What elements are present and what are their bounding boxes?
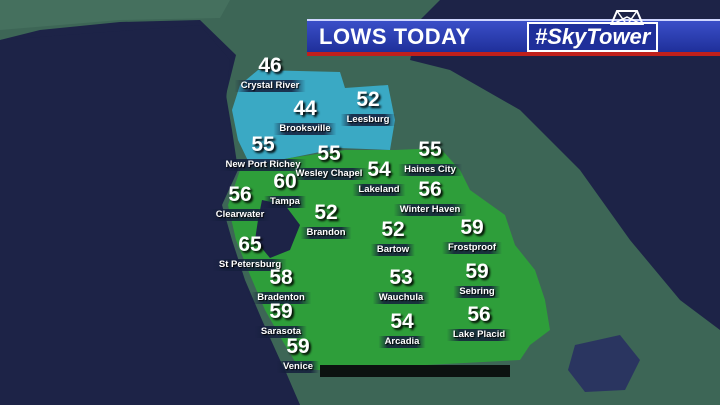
low-temperature: 59 <box>286 335 310 358</box>
low-temperature: 55 <box>251 133 275 156</box>
city-marker: 58 Bradenton <box>251 267 311 304</box>
city-marker: 55 New Port Richey <box>219 133 307 171</box>
low-temperature: 65 <box>238 233 262 256</box>
city-name: Bartow <box>370 244 416 256</box>
city-marker: 60 Tampa <box>264 171 306 208</box>
low-temperature: 59 <box>269 300 293 323</box>
southern-shadow-strip <box>320 365 510 377</box>
low-temperature: 52 <box>314 201 338 224</box>
city-marker: 52 Brandon <box>300 201 352 239</box>
low-temperature: 55 <box>418 138 442 161</box>
city-name: Bradenton <box>251 292 311 304</box>
city-name: Brooksville <box>273 123 337 135</box>
low-temperature: 46 <box>258 54 282 77</box>
low-temperature: 55 <box>317 142 341 165</box>
low-temperature: 54 <box>390 310 414 333</box>
warm-zone <box>228 148 550 370</box>
city-name: Sarasota <box>254 326 308 338</box>
city-marker: 53 Wauchula <box>372 266 430 304</box>
title-banner: LOWS TODAY #SkyTower <box>307 10 720 56</box>
city-name: Haines City <box>398 164 462 176</box>
city-marker: 59 Sarasota <box>254 300 308 338</box>
lake-okeechobee <box>568 335 640 392</box>
low-temperature: 54 <box>367 158 391 181</box>
city-marker: 54 Arcadia <box>378 310 426 348</box>
low-temperature: 52 <box>356 88 380 111</box>
low-temperature: 56 <box>467 303 491 326</box>
city-marker: 65 St Petersburg <box>212 233 288 271</box>
city-name: Frostproof <box>441 242 503 254</box>
city-name: Clearwater <box>209 209 271 221</box>
city-name: Lakeland <box>352 184 406 196</box>
city-marker: 44 Brooksville <box>273 97 337 135</box>
city-marker: 56 Clearwater <box>209 183 271 221</box>
brand-logo: #SkyTower <box>527 22 659 52</box>
low-temperature: 59 <box>460 216 484 239</box>
city-marker: 52 Bartow <box>370 218 416 256</box>
city-name: Sebring <box>453 286 501 298</box>
low-temperature: 56 <box>418 178 442 201</box>
banner-title: LOWS TODAY <box>319 24 471 49</box>
low-temperature: 44 <box>293 97 317 120</box>
city-name: Crystal River <box>234 80 306 92</box>
city-marker: 56 Winter Haven <box>393 178 467 216</box>
city-marker: 54 Lakeland <box>352 158 406 196</box>
cold-zone <box>232 70 395 165</box>
city-name: St Petersburg <box>212 259 288 271</box>
city-marker: 59 Frostproof <box>441 216 503 254</box>
city-name: Lake Placid <box>446 329 512 341</box>
city-name: Brandon <box>300 227 352 239</box>
city-marker: 59 Venice <box>276 335 320 373</box>
city-name: New Port Richey <box>219 159 307 171</box>
city-marker: 52 Leesburg <box>340 88 396 126</box>
city-name: Wauchula <box>372 292 430 304</box>
city-name: Tampa <box>264 196 306 208</box>
low-temperature: 52 <box>381 218 405 241</box>
low-temperature: 59 <box>465 260 489 283</box>
city-name: Winter Haven <box>393 204 467 216</box>
city-marker: 59 Sebring <box>453 260 501 298</box>
city-marker: 46 Crystal River <box>234 54 306 92</box>
low-temperature: 58 <box>269 266 293 289</box>
gulf-coast-water <box>0 25 300 405</box>
city-marker: 56 Lake Placid <box>446 303 512 341</box>
low-temperature: 60 <box>273 170 297 193</box>
low-temperature: 53 <box>389 266 413 289</box>
city-name: Venice <box>276 361 320 373</box>
city-name: Wesley Chapel <box>289 168 369 180</box>
northwest-land <box>0 0 230 30</box>
city-marker: 55 Wesley Chapel <box>289 142 369 180</box>
city-name: Leesburg <box>340 114 396 126</box>
low-temperature: 56 <box>228 183 252 206</box>
city-name: Arcadia <box>378 336 426 348</box>
city-marker: 55 Haines City <box>398 139 462 176</box>
sky-tower-dome-icon <box>609 10 645 25</box>
